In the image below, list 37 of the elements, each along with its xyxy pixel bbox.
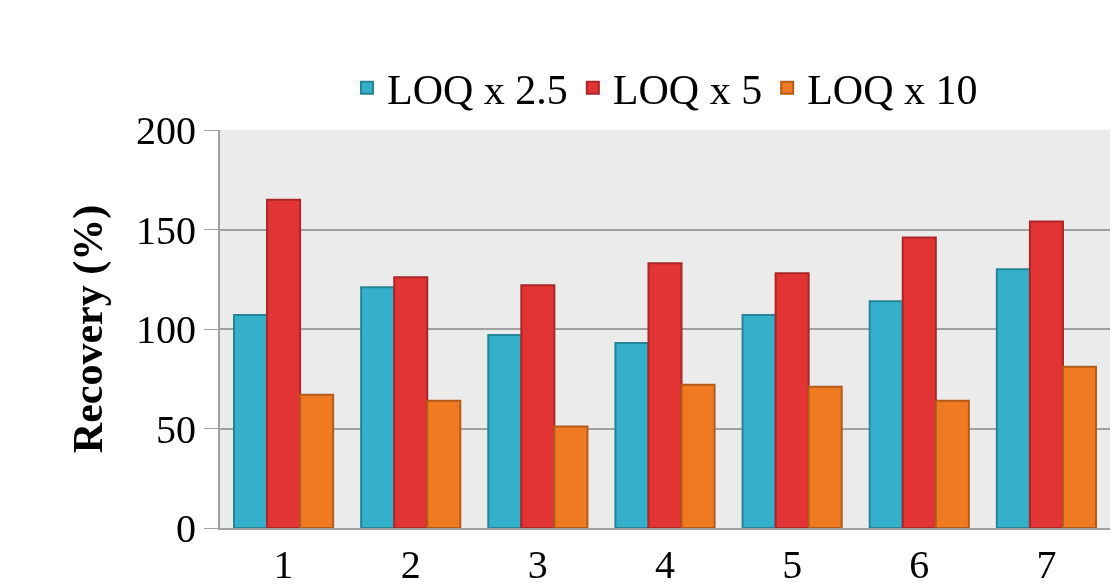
x-tick-label: 2 (400, 542, 421, 587)
x-tick-label: 3 (527, 542, 548, 587)
bar (299, 393, 335, 528)
bar (1028, 220, 1064, 528)
bar (614, 341, 650, 528)
bar (807, 385, 843, 528)
bar (868, 300, 904, 528)
x-tick-label: 4 (655, 542, 675, 587)
legend-label: LOQ x 2.5 (387, 67, 568, 114)
legend-label: LOQ x 10 (807, 67, 978, 114)
bar (426, 399, 462, 528)
y-tick-label: 200 (136, 108, 196, 153)
bar (266, 198, 302, 528)
bar (647, 262, 683, 528)
bar (934, 399, 970, 528)
bar (680, 383, 716, 528)
y-tick-label: 0 (176, 506, 196, 551)
x-tick-label: 7 (1036, 542, 1057, 587)
legend-label: LOQ x 5 (612, 67, 763, 114)
y-tick-label: 100 (136, 307, 196, 352)
bar (520, 284, 556, 528)
bar (232, 314, 269, 528)
y-tick-label: 50 (156, 406, 196, 452)
x-tick-label: 6 (909, 542, 930, 587)
bar (995, 268, 1031, 528)
bar (553, 425, 589, 528)
bar (741, 314, 777, 528)
y-axis-title: Recovery (%) (65, 204, 113, 454)
bar (901, 236, 937, 528)
x-tick-label: 1 (273, 542, 294, 587)
bar (774, 272, 810, 528)
bar (393, 276, 429, 528)
bar (360, 286, 396, 528)
y-tick-label: 150 (136, 207, 196, 253)
x-tick-label: 5 (782, 542, 803, 587)
bar (487, 333, 523, 528)
bar (1061, 365, 1098, 528)
